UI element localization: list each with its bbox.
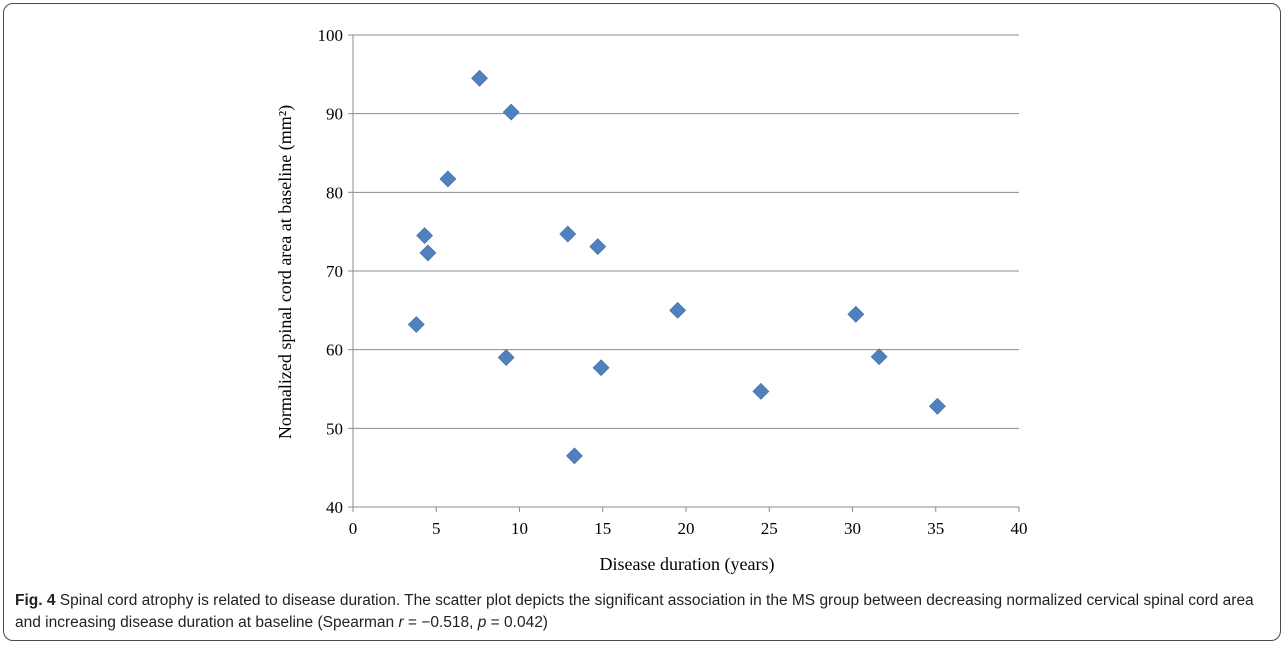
data-point	[419, 244, 437, 262]
x-tick-label: 30	[844, 519, 861, 538]
figure-caption: Fig. 4 Spinal cord atrophy is related to…	[15, 590, 1270, 634]
x-tick-label: 10	[511, 519, 528, 538]
caption-text: The scatter plot depicts the significant…	[15, 592, 1254, 631]
y-tick-label: 80	[326, 183, 343, 202]
data-point	[416, 227, 434, 245]
x-tick-label: 20	[678, 519, 695, 538]
x-tick-label: 35	[927, 519, 944, 538]
data-point	[497, 349, 515, 366]
y-axis-title: Normalized spinal cord area at baseline …	[275, 105, 296, 439]
data-point	[566, 447, 583, 465]
stat-p-symbol: p	[477, 614, 487, 631]
y-tick-label: 70	[326, 262, 343, 281]
x-tick-label: 15	[594, 519, 611, 538]
stat-p-value: = 0.042)	[486, 614, 548, 631]
data-point	[589, 238, 607, 256]
axes	[348, 34, 1020, 512]
x-tick-label: 0	[349, 519, 358, 538]
figure-label: Fig. 4	[15, 592, 56, 609]
x-tick-label: 25	[761, 519, 778, 538]
x-axis-title: Disease duration (years)	[600, 554, 775, 575]
data-point	[669, 301, 687, 319]
data-point	[928, 397, 946, 415]
data-point	[439, 170, 457, 188]
data-points	[407, 69, 946, 465]
figure-frame	[3, 3, 1281, 641]
figure-title: Spinal cord atrophy is related to diseas…	[59, 592, 401, 609]
data-point	[847, 305, 865, 323]
data-point	[592, 359, 610, 377]
y-tick-label: 60	[326, 341, 343, 360]
y-tick-label: 40	[326, 498, 343, 517]
x-tick-label: 40	[1011, 519, 1028, 538]
x-tick-label: 5	[432, 519, 441, 538]
data-point	[752, 382, 770, 400]
scatter-chart: 40 50 60 70 80 90 100 0 5 10 15 20 25 30 35 40 Disease …	[275, 26, 1028, 575]
data-point	[407, 316, 425, 333]
data-point	[502, 103, 520, 121]
y-tick-label: 90	[326, 105, 343, 124]
gridlines	[353, 34, 1019, 429]
y-tick-label: 100	[318, 26, 344, 45]
data-point	[559, 225, 577, 243]
tick-labels: 40 50 60 70 80 90 100 0 5 10 15 20 25 30 35 40	[318, 26, 1028, 538]
data-point	[870, 348, 888, 366]
stat-r-symbol: r	[398, 614, 404, 631]
y-tick-label: 50	[326, 419, 343, 438]
data-point	[471, 69, 488, 87]
stat-r-value: = −0.518,	[403, 614, 478, 631]
